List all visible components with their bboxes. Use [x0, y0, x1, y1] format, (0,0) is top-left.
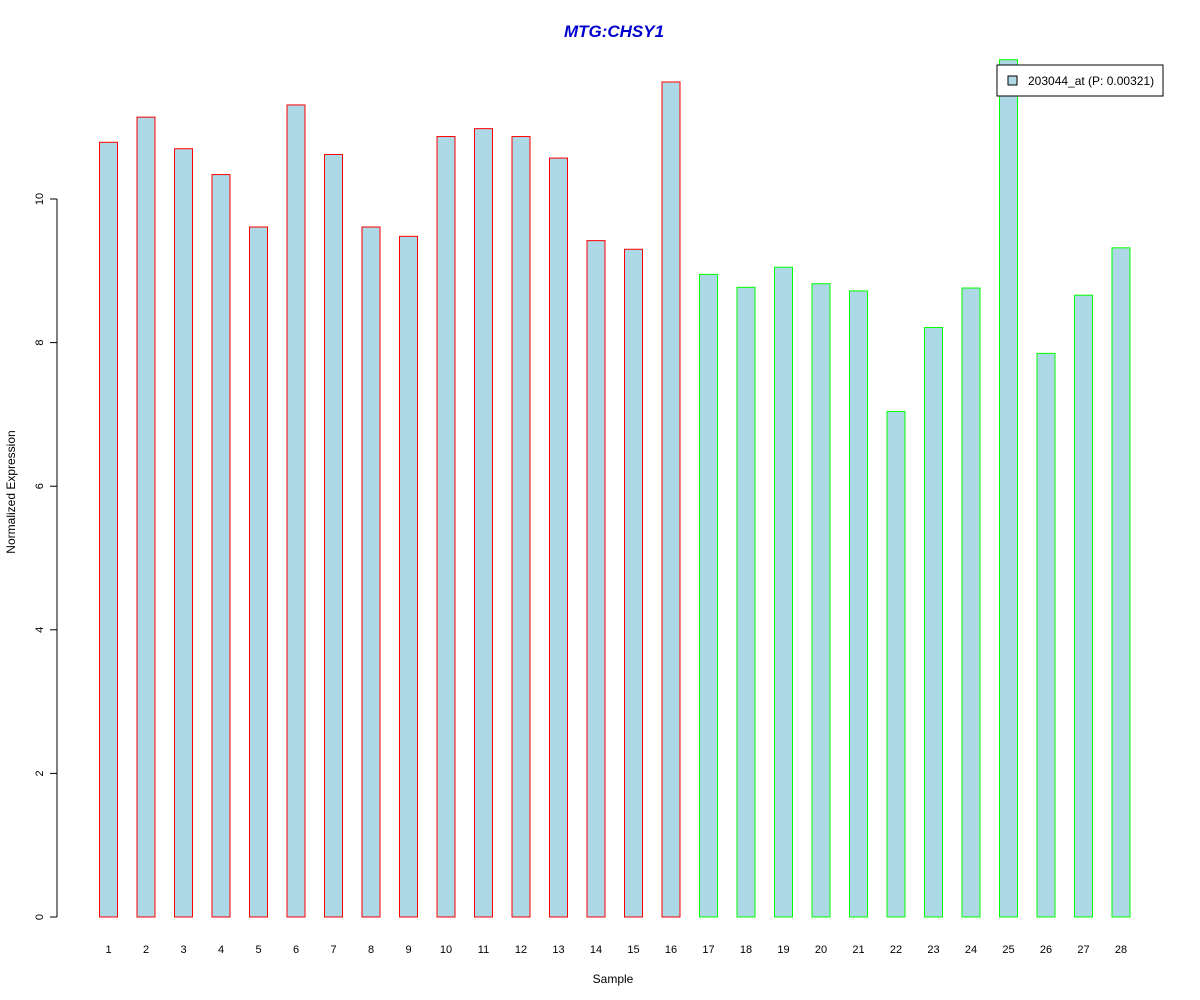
x-tick-label: 4: [218, 944, 224, 956]
x-tick-label: 9: [405, 944, 411, 956]
bar-sample-27: [1074, 294, 1093, 918]
bar-sample-8: [361, 226, 381, 918]
x-tick-label: 15: [627, 944, 639, 956]
x-tick-label: 16: [665, 944, 677, 956]
x-tick-label: 2: [143, 944, 149, 956]
x-tick-label: 14: [590, 944, 602, 956]
chart-title: MTG:CHSY1: [564, 22, 664, 41]
x-tick-label: 1: [105, 944, 111, 956]
bar-sample-26: [1036, 352, 1056, 918]
y-tick-label: 10: [34, 193, 46, 205]
x-tick-label: 21: [852, 944, 864, 956]
x-tick-label: 19: [777, 944, 789, 956]
bar-sample-4: [211, 174, 231, 918]
bar-sample-24: [961, 287, 981, 918]
legend-swatch: [1007, 75, 1018, 86]
y-tick-label: 0: [34, 914, 46, 920]
y-axis-label: Normalized Expression: [4, 430, 18, 553]
bar-sample-10: [436, 136, 456, 918]
x-tick-label: 13: [552, 944, 564, 956]
bar-sample-19: [774, 266, 793, 918]
bar-sample-17: [699, 273, 718, 918]
bar-sample-2: [136, 116, 156, 918]
bar-sample-6: [286, 104, 306, 918]
x-tick-label: 7: [330, 944, 336, 956]
x-tick-label: 10: [440, 944, 452, 956]
x-tick-label: 11: [478, 944, 489, 956]
legend: 203044_at (P: 0.00321): [996, 64, 1164, 97]
x-tick-label: 12: [515, 944, 527, 956]
x-tick-label: 23: [927, 944, 939, 956]
bar-sample-1: [99, 141, 118, 918]
bar-sample-13: [549, 157, 568, 918]
x-tick-label: 28: [1115, 944, 1127, 956]
y-tick-label: 8: [34, 340, 46, 346]
x-axis-label: Sample: [593, 972, 634, 986]
x-tick-label: 24: [965, 944, 977, 956]
x-tick-label: 20: [815, 944, 827, 956]
bar-sample-5: [249, 226, 268, 918]
bar-sample-16: [661, 81, 681, 918]
bars: [99, 59, 1131, 918]
bar-sample-3: [174, 148, 193, 918]
x-tick-label: 8: [368, 944, 374, 956]
y-tick-label: 4: [34, 627, 46, 633]
bar-sample-28: [1111, 247, 1131, 918]
bar-sample-23: [924, 327, 943, 918]
bar-sample-12: [511, 136, 531, 918]
bar-sample-22: [886, 411, 906, 918]
bar-sample-9: [399, 235, 418, 918]
bar-sample-20: [811, 283, 831, 918]
y-tick-label: 2: [34, 770, 46, 776]
legend-box: [996, 64, 1164, 97]
x-tick-label: 26: [1040, 944, 1052, 956]
legend-label: 203044_at (P: 0.00321): [1028, 74, 1154, 88]
x-tick-labels: 1 2 3 4 5 6 7 8 9 10 11 12 13 14 15 16 17 18 19 20 21 22 23 24 2…: [105, 944, 1127, 956]
x-tick-label: 27: [1077, 944, 1089, 956]
bar-sample-15: [624, 248, 643, 918]
x-tick-label: 17: [702, 944, 714, 956]
bar-sample-11: [474, 128, 493, 918]
x-tick-label: 25: [1002, 944, 1014, 956]
x-tick-label: 5: [255, 944, 261, 956]
bar-sample-18: [736, 286, 756, 918]
bar-sample-25: [999, 59, 1018, 918]
bar-sample-7: [324, 153, 343, 918]
bar-sample-21: [849, 290, 868, 918]
bar-sample-14: [586, 240, 606, 918]
y-axis: 0 2 4 6 8 10: [34, 193, 58, 920]
y-tick-label: 6: [34, 483, 46, 489]
x-tick-label: 18: [740, 944, 752, 956]
x-tick-label: 6: [293, 944, 299, 956]
x-tick-label: 3: [180, 944, 186, 956]
x-tick-label: 22: [890, 944, 902, 956]
